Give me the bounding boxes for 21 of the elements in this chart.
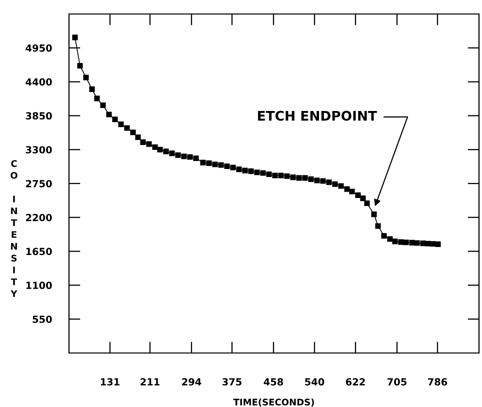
x-tick-label: 294: [182, 378, 202, 386]
annotation: ETCH ENDPOINT: [258, 110, 377, 121]
y-tick-label: 1100: [26, 282, 52, 290]
x-tick-label: 458: [264, 378, 284, 386]
text: CO INTENSITY: [10, 160, 18, 297]
x-axis-title: TIME(SECONDS): [233, 398, 314, 407]
y-tick-label: 4400: [26, 78, 52, 86]
x-tick-label: 540: [305, 378, 324, 386]
x-tick-label: 211: [140, 378, 160, 386]
y-tick-label: 4950: [26, 44, 52, 52]
x-tick-label: 375: [222, 378, 242, 386]
y-tick-label: 550: [32, 316, 52, 323]
x-tick-label: 705: [388, 378, 406, 386]
x-tick-label: 131: [100, 378, 120, 386]
y-tick-label: 2750: [26, 180, 52, 188]
y-tick-label: 2200: [26, 214, 52, 222]
y-tick-label: 3850: [26, 112, 52, 120]
x-tick-label: 622: [346, 378, 365, 386]
y-tick-label: 1650: [26, 248, 52, 256]
x-tick-label: 786: [428, 378, 448, 386]
y-tick-label: 3300: [26, 146, 52, 154]
